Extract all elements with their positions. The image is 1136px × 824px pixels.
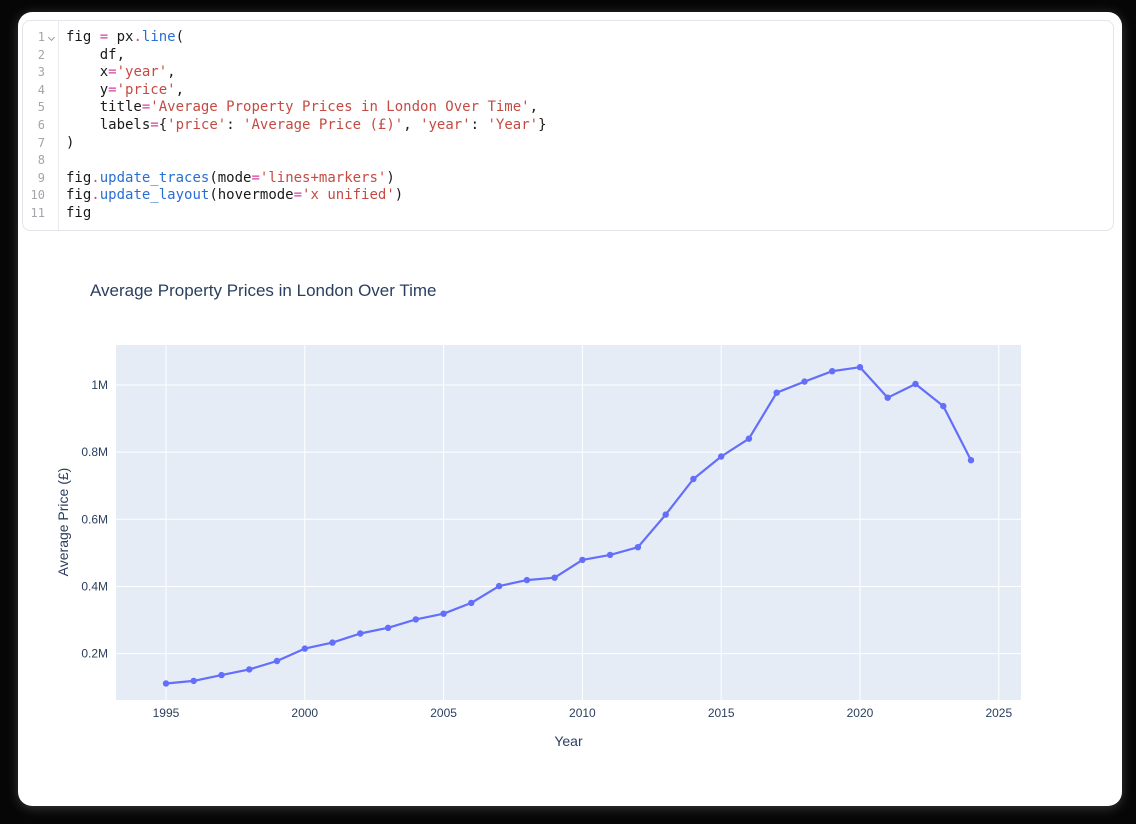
- code-text: ): [66, 134, 75, 151]
- data-point-marker[interactable]: [940, 402, 947, 410]
- data-point-marker[interactable]: [690, 475, 697, 483]
- data-point-marker[interactable]: [329, 639, 336, 646]
- data-point-marker[interactable]: [884, 394, 891, 401]
- x-axis-title: Year: [554, 733, 583, 749]
- data-point-marker[interactable]: [606, 551, 614, 559]
- data-point-marker[interactable]: [357, 630, 364, 637]
- data-point-marker[interactable]: [190, 677, 197, 685]
- line-number: 7: [37, 135, 45, 150]
- line-number: 4: [37, 82, 45, 97]
- data-point-marker[interactable]: [412, 616, 419, 623]
- code-text: fig.update_traces(mode='lines+markers'): [66, 169, 395, 186]
- fold-spacer: [45, 117, 58, 135]
- line-number: 1: [37, 30, 45, 44]
- code-line[interactable]: 4 y='price',: [23, 82, 1113, 100]
- code-line[interactable]: 8: [23, 152, 1113, 170]
- x-tick-label: 2000: [291, 706, 318, 720]
- fold-spacer: [45, 135, 58, 153]
- code-text: labels={'price': 'Average Price (£)', 'y…: [66, 116, 547, 133]
- data-point-marker[interactable]: [745, 435, 753, 442]
- data-point-marker[interactable]: [384, 624, 392, 631]
- line-number: 2: [37, 47, 45, 62]
- fold-spacer: [45, 187, 58, 205]
- code-line[interactable]: 10 fig.update_layout(hovermode='x unified…: [23, 187, 1113, 205]
- code-text: fig.update_layout(hovermode='x unified'): [66, 187, 404, 204]
- notebook-panel: 1 fig = px.line(2 df, 3 x='year', 4 y='pric…: [18, 12, 1122, 806]
- data-point-marker[interactable]: [301, 645, 308, 652]
- fold-spacer: [45, 170, 58, 188]
- line-number: 3: [37, 65, 45, 80]
- fold-spacer: [45, 99, 58, 117]
- code-editor[interactable]: 1 fig = px.line(2 df, 3 x='year', 4 y='pric…: [23, 21, 1113, 230]
- code-text: [58, 152, 66, 170]
- code-line[interactable]: 3 x='year',: [23, 64, 1113, 82]
- code-line[interactable]: 2 df,: [23, 47, 1113, 65]
- y-tick-label: 0.6M: [81, 512, 108, 526]
- line-number: 10: [30, 188, 45, 203]
- fold-spacer: [45, 64, 58, 82]
- code-line[interactable]: 7): [23, 135, 1113, 153]
- x-tick-label: 2020: [847, 706, 874, 720]
- line-number: 11: [30, 205, 45, 220]
- x-tick-label: 2010: [569, 706, 596, 720]
- chevron-down-icon[interactable]: [45, 29, 58, 47]
- y-axis-title: Average Price (£): [55, 467, 71, 577]
- code-text: x='year',: [66, 64, 176, 81]
- x-tick-label: 2005: [430, 706, 457, 720]
- line-number: 8: [37, 153, 45, 168]
- code-line[interactable]: 1 fig = px.line(: [23, 29, 1113, 47]
- trace-line: [164, 366, 973, 685]
- code-line[interactable]: 11 fig: [23, 205, 1113, 223]
- data-point-marker[interactable]: [468, 599, 475, 607]
- data-point-marker[interactable]: [773, 389, 780, 396]
- fold-spacer: [45, 205, 58, 223]
- code-text: title='Average Property Prices in London…: [66, 99, 539, 116]
- data-point-marker[interactable]: [218, 671, 225, 679]
- chart-title: Average Property Prices in London Over T…: [90, 281, 437, 300]
- code-line[interactable]: 5 title='Average Property Prices in Lond…: [23, 99, 1113, 117]
- line-number: 6: [37, 117, 45, 132]
- code-text: df,: [66, 46, 126, 63]
- y-tick-label: 1M: [91, 378, 108, 392]
- fold-spacer: [45, 82, 58, 100]
- gutter-separator: [58, 21, 59, 230]
- x-tick-label: 2015: [708, 706, 735, 720]
- code-text: fig = px.line(: [66, 29, 185, 45]
- line-number: 5: [37, 100, 45, 115]
- line-number: 9: [37, 170, 45, 185]
- data-point-marker[interactable]: [718, 453, 725, 460]
- data-point-marker[interactable]: [662, 511, 669, 518]
- y-tick-label: 0.8M: [81, 445, 108, 459]
- data-point-marker[interactable]: [801, 378, 808, 385]
- y-tick-label: 0.2M: [81, 647, 108, 661]
- code-cell[interactable]: 1 fig = px.line(2 df, 3 x='year', 4 y='pric…: [22, 20, 1114, 231]
- code-line[interactable]: 6 labels={'price': 'Average Price (£)', …: [23, 117, 1113, 135]
- code-line[interactable]: 9 fig.update_traces(mode='lines+markers'): [23, 170, 1113, 188]
- data-point-marker[interactable]: [551, 574, 558, 581]
- data-point-marker[interactable]: [829, 368, 836, 375]
- data-point-marker[interactable]: [495, 582, 503, 590]
- x-tick-label: 1995: [153, 706, 180, 720]
- x-tick-label: 2025: [985, 706, 1012, 720]
- data-point-marker[interactable]: [523, 576, 531, 584]
- data-point-marker[interactable]: [579, 556, 586, 564]
- data-point-marker[interactable]: [967, 457, 975, 464]
- data-point-marker[interactable]: [162, 680, 170, 687]
- code-text: fig: [66, 204, 92, 221]
- y-tick-label: 0.4M: [81, 579, 108, 593]
- code-text: y='price',: [66, 81, 185, 98]
- data-point-marker[interactable]: [856, 364, 864, 371]
- line-chart-svg[interactable]: 1995 2000 2005 2010 2015 2020 2025 0.2M 0.4M 0.6M…: [18, 231, 1122, 806]
- data-point-marker[interactable]: [246, 666, 253, 673]
- data-point-marker[interactable]: [440, 610, 447, 617]
- data-point-marker[interactable]: [912, 380, 919, 388]
- fold-spacer: [45, 47, 58, 65]
- fold-spacer: [45, 152, 58, 170]
- plot-area[interactable]: [116, 345, 1021, 700]
- data-point-marker[interactable]: [634, 544, 642, 551]
- data-point-marker[interactable]: [273, 657, 281, 665]
